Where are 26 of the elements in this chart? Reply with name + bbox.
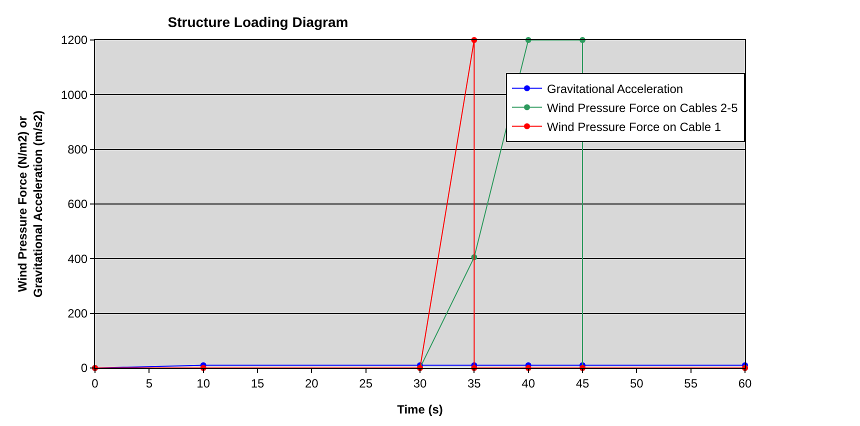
legend-label: Wind Pressure Force on Cables 2-5 [547, 100, 738, 115]
y-tick-label: 400 [68, 252, 88, 266]
x-tick-label: 60 [738, 376, 752, 390]
y-tick-label: 1200 [60, 33, 88, 48]
x-axis-title: Time (s) [397, 402, 443, 416]
x-tick-label: 35 [467, 376, 482, 390]
x-tick-label: 10 [196, 376, 210, 390]
x-tick-label: 30 [413, 376, 427, 390]
y-tick-label: 0 [80, 361, 88, 376]
y-tick-label: 1000 [60, 88, 88, 102]
x-tick-label: 45 [576, 376, 590, 390]
y-tick-label: 600 [68, 197, 88, 212]
x-tick-label: 20 [304, 376, 319, 390]
x-tick-label: 40 [522, 376, 536, 390]
chart-title: Structure Loading Diagram [168, 14, 348, 30]
x-tick-label: 0 [92, 376, 99, 390]
y-tick-label: 200 [68, 306, 88, 321]
y-tick-label: 800 [68, 142, 88, 157]
legend-label: Wind Pressure Force on Cable 1 [547, 120, 722, 134]
y-axis-title: Wind Pressure Force (N/m2) or Gravitational Acceleration (m/s2) [16, 110, 46, 298]
x-tick-label: 50 [630, 376, 644, 390]
legend-label: Gravitational Acceleration [547, 82, 684, 96]
x-tick-label: 25 [359, 376, 373, 390]
x-tick-label: 55 [684, 376, 698, 390]
x-tick-label: 5 [146, 376, 153, 390]
x-tick-label: 15 [250, 376, 264, 390]
